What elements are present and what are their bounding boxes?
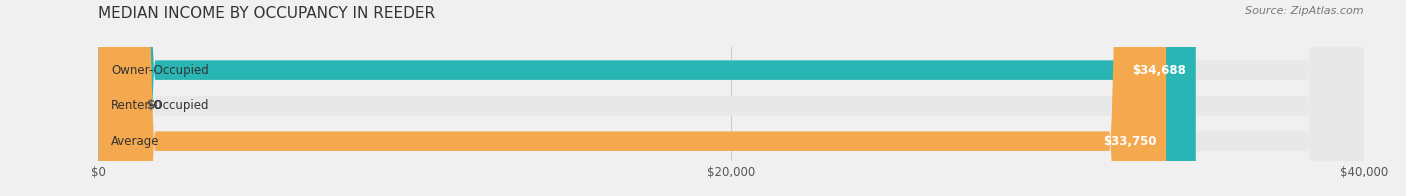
FancyBboxPatch shape — [98, 0, 1364, 196]
Text: $33,750: $33,750 — [1104, 135, 1157, 148]
Text: $34,688: $34,688 — [1132, 64, 1187, 77]
FancyBboxPatch shape — [98, 0, 1195, 196]
Text: MEDIAN INCOME BY OCCUPANCY IN REEDER: MEDIAN INCOME BY OCCUPANCY IN REEDER — [98, 6, 436, 21]
Text: Average: Average — [111, 135, 159, 148]
Text: $0: $0 — [146, 99, 162, 112]
FancyBboxPatch shape — [98, 0, 1364, 196]
Text: Owner-Occupied: Owner-Occupied — [111, 64, 209, 77]
FancyBboxPatch shape — [98, 0, 1166, 196]
Text: Renter-Occupied: Renter-Occupied — [111, 99, 209, 112]
Text: Source: ZipAtlas.com: Source: ZipAtlas.com — [1246, 6, 1364, 16]
FancyBboxPatch shape — [98, 0, 1364, 196]
